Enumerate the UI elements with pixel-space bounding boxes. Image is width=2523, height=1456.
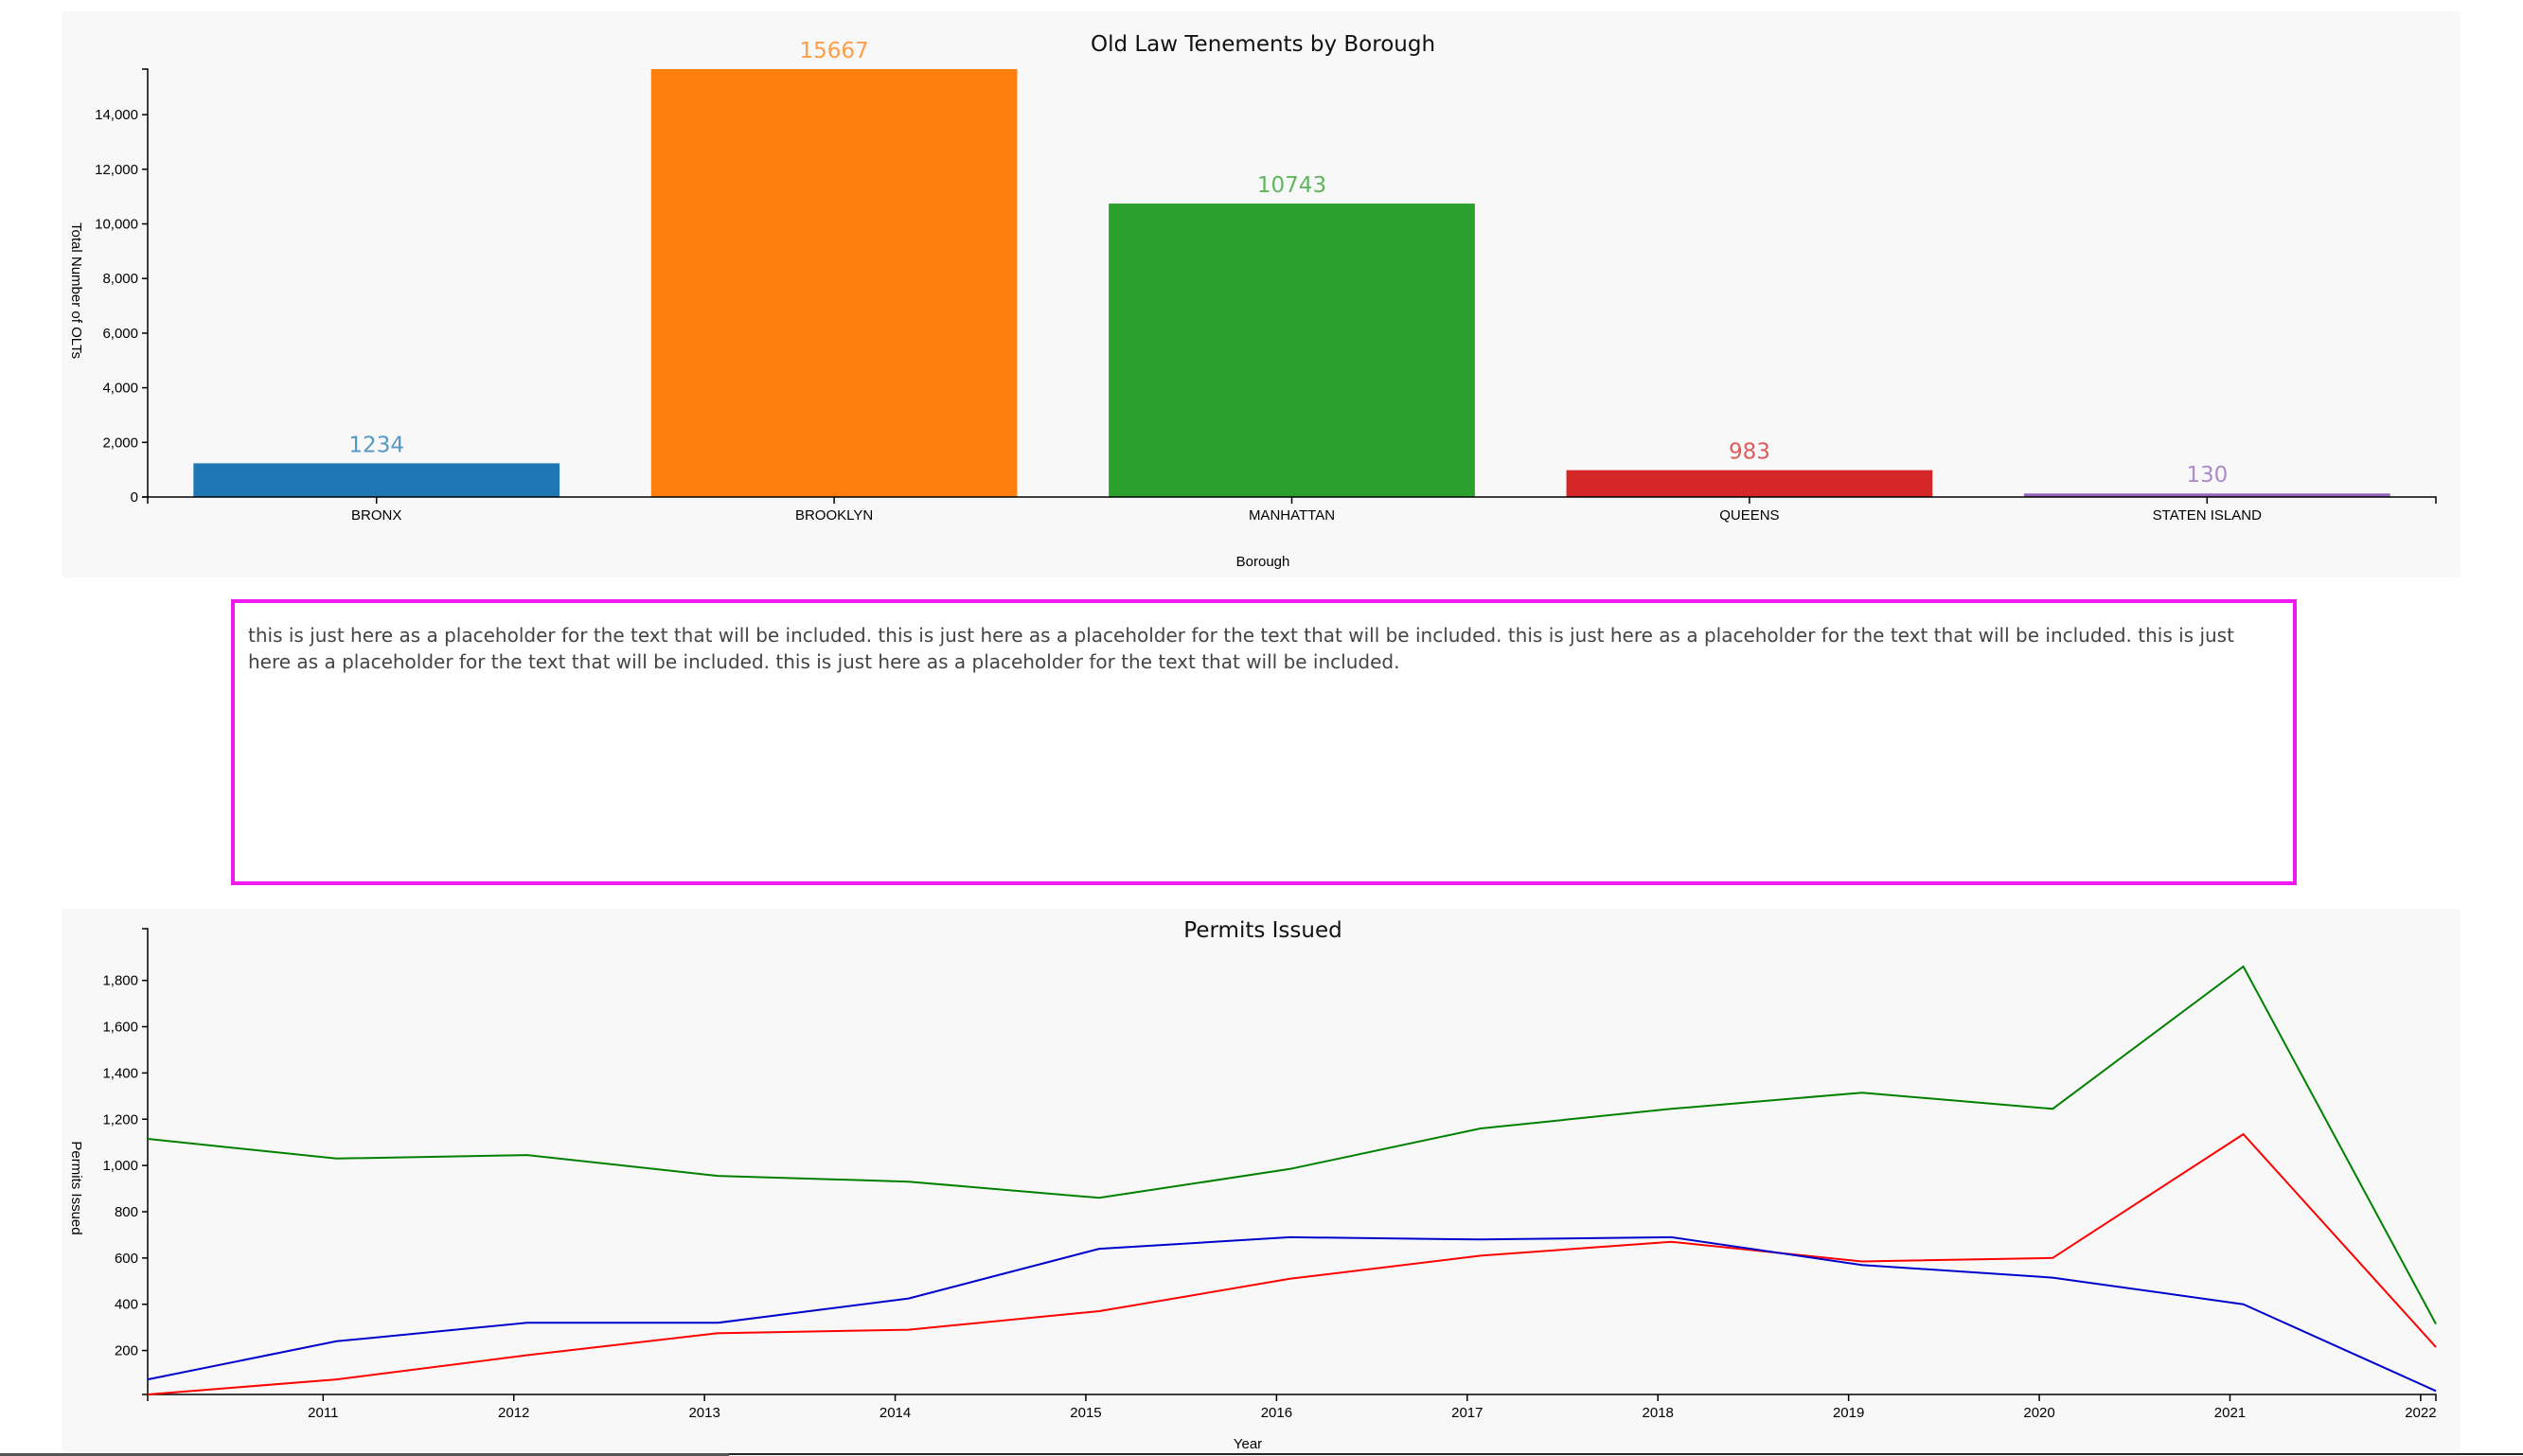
bottom-divider-right <box>729 1453 2523 1455</box>
y-tick-label: 10,000 <box>95 216 138 232</box>
x-tick-label: QUEENS <box>1719 507 1779 524</box>
series-line <box>147 1235 2437 1393</box>
x-axis-title: Borough <box>1236 554 1290 570</box>
y-tick-label: 8,000 <box>102 271 138 287</box>
bar <box>1109 204 1475 497</box>
bar-value-label: 983 <box>1729 440 1770 465</box>
x-tick-label: 2013 <box>688 1405 720 1421</box>
y-tick-label: 4,000 <box>102 381 138 397</box>
y-tick-label: 2,000 <box>102 435 138 451</box>
y-axis-line <box>142 68 149 498</box>
y-tick-label: 800 <box>115 1204 138 1220</box>
x-axis-line <box>147 496 2437 504</box>
bar-value-label: 130 <box>2186 463 2228 488</box>
x-tick-label: MANHATTAN <box>1249 507 1335 524</box>
x-tick-label: 2018 <box>1643 1405 1674 1421</box>
y-axis-title: Permits Issued <box>68 1141 84 1234</box>
y-tick-label: 1,200 <box>102 1111 138 1128</box>
y-tick-label: 200 <box>115 1343 138 1359</box>
line-chart-panel: Permits Issued 200 400 600 800 1,000 1,200 1,40… <box>62 909 2461 1456</box>
y-tick-label: 1,000 <box>102 1158 138 1174</box>
x-tick-label: 2020 <box>2023 1405 2054 1421</box>
x-tick-label: 2017 <box>1451 1405 1483 1421</box>
bottom-divider <box>0 1453 729 1456</box>
x-tick-label: BRONX <box>351 507 401 524</box>
y-tick-label: 600 <box>115 1251 138 1267</box>
bar-value-label: 15667 <box>800 39 869 63</box>
series-line <box>147 1132 2437 1395</box>
y-axis-title: Total Number of OLTs <box>68 222 84 359</box>
x-tick-label: 2016 <box>1261 1405 1292 1421</box>
bar <box>193 463 560 497</box>
x-tick-label: 2022 <box>2405 1405 2436 1421</box>
description-box: this is just here as a placeholder for t… <box>231 599 2297 885</box>
y-tick-label: 6,000 <box>102 326 138 342</box>
bar <box>650 69 1018 497</box>
x-tick-label: 2014 <box>879 1405 911 1421</box>
bar-value-label: 1234 <box>348 433 404 457</box>
chart-title: Old Law Tenements by Borough <box>1091 32 1435 57</box>
y-tick-label: 1,800 <box>102 973 138 989</box>
x-axis-title: Year <box>1234 1436 1262 1452</box>
y-axis-line <box>142 928 149 1395</box>
series-line <box>147 965 2437 1324</box>
bar-value-label: 10743 <box>1257 173 1326 198</box>
y-tick-label: 1,400 <box>102 1065 138 1081</box>
x-axis-line <box>147 1394 2437 1401</box>
bar-chart: Old Law Tenements by Borough 1234 BRONX 156… <box>68 32 2437 570</box>
x-tick-label: BROOKLYN <box>795 507 873 524</box>
bar <box>1566 470 1933 497</box>
y-tick-label: 0 <box>131 489 138 506</box>
y-tick-label: 1,600 <box>102 1020 138 1036</box>
x-tick-label: 2015 <box>1070 1405 1101 1421</box>
y-tick-label: 14,000 <box>95 107 138 123</box>
y-tick-label: 12,000 <box>95 162 138 178</box>
bar <box>2023 493 2390 497</box>
x-tick-label: STATEN ISLAND <box>2153 507 2262 524</box>
description-text: this is just here as a placeholder for t… <box>248 624 2234 673</box>
chart-title: Permits Issued <box>1183 918 1341 943</box>
x-tick-label: 2011 <box>308 1405 338 1421</box>
line-chart: Permits Issued 200 400 600 800 1,000 1,200 1,40… <box>68 918 2437 1452</box>
x-tick-label: 2012 <box>498 1405 529 1421</box>
x-tick-label: 2019 <box>1833 1405 1864 1421</box>
x-tick-label: 2021 <box>2214 1405 2246 1421</box>
bar-chart-panel: Old Law Tenements by Borough 1234 BRONX 156… <box>62 11 2461 577</box>
y-tick-label: 400 <box>115 1297 138 1313</box>
